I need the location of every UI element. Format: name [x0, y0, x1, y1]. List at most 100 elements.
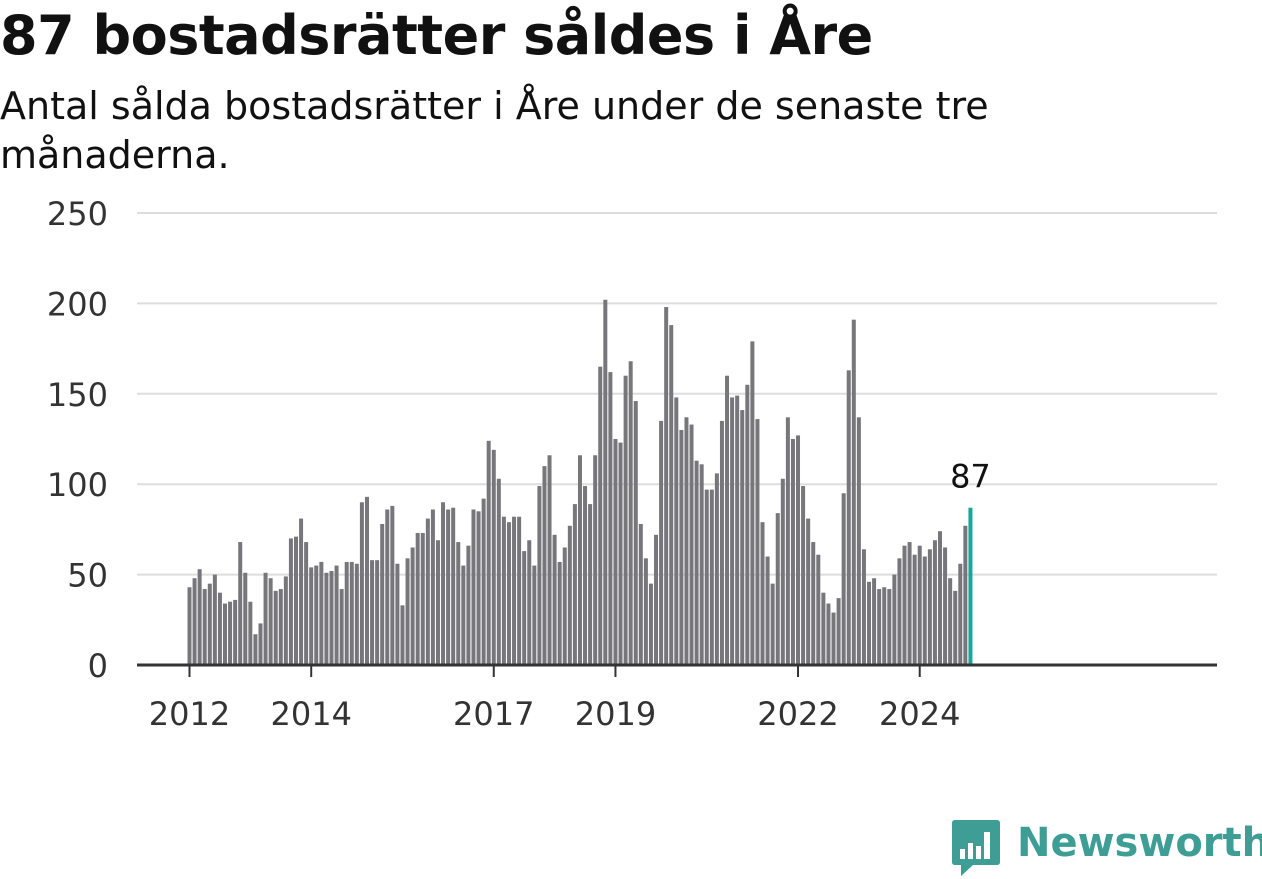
bar — [872, 578, 877, 665]
bar — [425, 518, 430, 665]
bar — [719, 420, 724, 665]
bar — [836, 598, 841, 665]
bar — [826, 603, 831, 665]
bar — [212, 574, 217, 665]
bar — [461, 565, 466, 665]
bar — [750, 341, 755, 665]
bar — [796, 435, 801, 665]
bar — [334, 565, 339, 665]
bar — [618, 442, 623, 665]
bar — [856, 417, 861, 665]
bar — [704, 489, 709, 665]
bar — [588, 504, 593, 665]
bar — [633, 401, 638, 665]
bar — [598, 366, 603, 665]
bar — [821, 592, 826, 665]
y-axis-ticks: 0 50 100 150 200 250 — [47, 195, 108, 685]
bar — [785, 417, 790, 665]
bar — [223, 603, 227, 665]
bar — [623, 375, 628, 665]
bar — [552, 534, 557, 665]
bar — [537, 486, 542, 665]
bar — [258, 623, 263, 665]
newsworthy-logo-icon — [952, 820, 1000, 876]
bar — [938, 531, 943, 665]
bar — [603, 299, 608, 665]
bar — [207, 583, 212, 665]
bar — [278, 589, 283, 665]
bar — [354, 563, 359, 665]
bar — [801, 486, 806, 665]
highlight-value-label: 87 — [950, 458, 991, 496]
bar — [932, 540, 937, 665]
x-tick-label: 2022 — [757, 695, 838, 733]
bar — [486, 440, 491, 665]
chart-subtitle: Antal sålda bostadsrätter i Åre under de… — [0, 84, 989, 178]
bar — [238, 542, 243, 665]
bar — [654, 534, 659, 665]
bar — [567, 525, 572, 665]
bar — [299, 518, 304, 665]
bar — [912, 554, 917, 665]
bar — [780, 478, 785, 665]
bar — [735, 395, 740, 665]
bar — [359, 502, 364, 665]
bar — [441, 502, 446, 665]
bar — [922, 556, 927, 665]
bar — [491, 449, 496, 665]
bar — [410, 547, 415, 665]
bar — [674, 397, 679, 665]
y-tick-label: 150 — [47, 376, 108, 414]
bar — [572, 504, 577, 665]
bar — [496, 478, 501, 665]
bar — [770, 583, 775, 665]
bar — [217, 592, 222, 665]
bar — [730, 397, 735, 665]
bar — [547, 455, 552, 665]
bar — [187, 587, 192, 665]
x-axis-ticks: 2012 2014 2017 2019 2022 2024 — [149, 665, 960, 733]
bar — [344, 561, 349, 665]
x-tick-label: 2012 — [149, 695, 230, 733]
bar — [775, 513, 780, 665]
bar — [790, 439, 795, 665]
bar — [831, 612, 836, 665]
y-tick-label: 250 — [47, 195, 108, 233]
bar — [435, 540, 440, 665]
bar — [375, 560, 380, 665]
bar — [293, 536, 298, 665]
bar — [192, 578, 197, 665]
bar — [370, 560, 375, 665]
bar — [466, 545, 471, 665]
bar — [380, 523, 385, 665]
bar — [527, 540, 532, 665]
bar — [948, 578, 953, 665]
bar — [319, 561, 324, 665]
bar — [583, 486, 588, 665]
bar — [263, 572, 268, 665]
bar — [415, 533, 420, 665]
newsworthy-logo: Newsworthy — [951, 818, 1262, 876]
bar — [283, 576, 288, 665]
bar — [851, 319, 856, 665]
bar — [861, 549, 866, 665]
bar — [709, 489, 714, 665]
x-tick-label: 2014 — [270, 695, 351, 733]
bar — [349, 561, 354, 665]
bar — [390, 505, 395, 665]
bar — [309, 567, 314, 665]
bar — [887, 589, 892, 665]
bar — [638, 523, 643, 665]
bar — [501, 516, 506, 665]
bar — [517, 516, 522, 665]
bar — [451, 507, 456, 665]
bar — [364, 496, 369, 665]
bar — [202, 589, 207, 665]
bar — [446, 509, 451, 665]
newsworthy-logo-text: Newsworthy — [1017, 820, 1262, 866]
bar — [927, 549, 932, 665]
bar — [233, 599, 238, 665]
bar — [694, 460, 699, 665]
bar — [953, 590, 958, 665]
